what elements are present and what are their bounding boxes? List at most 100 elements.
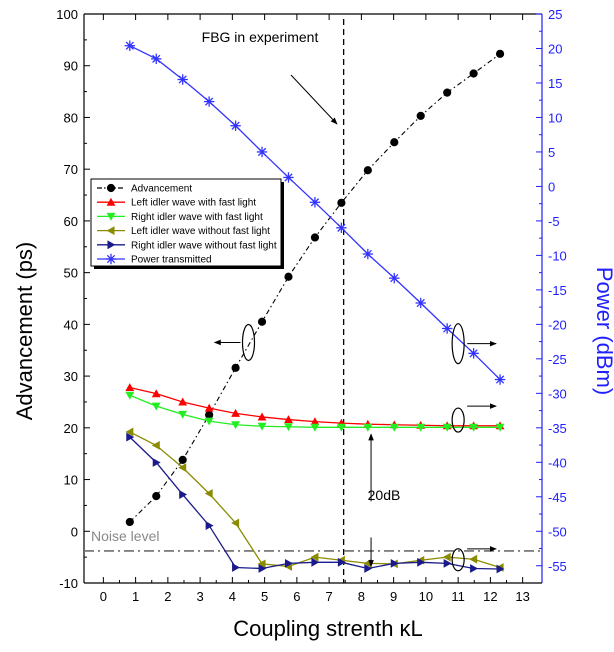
data-point <box>389 272 400 284</box>
x-tick-label: 10 <box>419 589 433 604</box>
legend-label: Left idler wave without fast light <box>131 226 270 237</box>
y-tick-label: 90 <box>64 59 78 74</box>
data-point <box>310 233 320 242</box>
y2-tick-label: -5 <box>548 214 560 229</box>
data-point <box>125 391 135 400</box>
data-point <box>494 374 506 385</box>
y-tick-label: 40 <box>64 317 78 332</box>
y2-tick-label: 10 <box>548 110 562 125</box>
data-point <box>107 240 116 250</box>
x-tick-label: 1 <box>132 589 139 604</box>
data-point <box>257 559 266 569</box>
data-point <box>389 423 399 432</box>
data-point <box>390 138 399 147</box>
star-stroke <box>205 97 214 106</box>
x-tick-label: 7 <box>326 589 333 604</box>
advancement-ellipse <box>241 323 256 362</box>
data-point <box>363 423 373 432</box>
data-point <box>205 521 214 530</box>
data-point <box>495 49 505 58</box>
data-point <box>231 363 240 372</box>
legend-label: Left idler wave with fast light <box>131 198 256 209</box>
data-point <box>284 272 293 281</box>
data-point <box>468 348 479 359</box>
data-point <box>151 389 161 398</box>
data-point <box>443 558 452 568</box>
star-stroke <box>106 254 116 264</box>
legend-box <box>90 178 282 267</box>
y-tick-label: 10 <box>64 473 78 488</box>
star-stroke <box>231 121 240 130</box>
y-tick-label: 100 <box>56 7 78 22</box>
power-ellipse <box>451 323 465 365</box>
y-tick-label: 20 <box>64 421 78 436</box>
data-point <box>284 423 293 432</box>
data-point <box>283 172 294 183</box>
x-axis-title: Coupling strenth κL <box>233 616 423 641</box>
data-point <box>442 423 452 432</box>
legend-label: Right idler wave without fast light <box>131 240 277 251</box>
data-point <box>231 408 240 417</box>
y2-tick-label: -30 <box>548 386 567 401</box>
data-point <box>125 427 134 437</box>
data-point <box>106 197 116 206</box>
data-point <box>106 212 116 221</box>
x-tick-label: 3 <box>196 589 203 604</box>
data-point <box>495 423 505 432</box>
y2-tick-label: 20 <box>548 41 562 56</box>
y2-tick-label: 15 <box>548 76 562 91</box>
data-point <box>336 423 346 432</box>
data-point <box>337 557 346 567</box>
data-point <box>125 517 134 527</box>
data-point <box>106 183 116 193</box>
y2-tick-label: 0 <box>548 179 555 194</box>
y-tick-label: 60 <box>64 214 78 229</box>
y-tick-label: 70 <box>64 162 78 177</box>
data-point <box>230 120 241 131</box>
no-fast-light-ellipse <box>451 548 465 572</box>
fast-light-ellipse <box>451 407 465 433</box>
data-point <box>442 552 451 562</box>
data-point <box>152 458 161 467</box>
x-tick-label: 8 <box>358 589 365 604</box>
y2-axis-title: Power (dBm) <box>592 267 614 395</box>
star-stroke <box>178 75 187 84</box>
x-tick-label: 12 <box>483 589 497 604</box>
data-point <box>470 564 479 573</box>
data-point <box>310 423 320 432</box>
x-tick-label: 0 <box>100 589 107 604</box>
data-point <box>364 564 373 573</box>
x-tick-label: 11 <box>451 589 465 604</box>
y2-tick-label: 25 <box>548 7 562 22</box>
star-stroke <box>125 41 134 50</box>
y-tick-label: 80 <box>64 110 78 125</box>
data-point <box>337 198 346 207</box>
star-stroke <box>152 54 161 63</box>
y2-tick-label: -40 <box>548 455 567 470</box>
noise-level-annotation: Noise level <box>91 528 159 544</box>
y2-tick-label: -55 <box>548 559 567 574</box>
data-point <box>284 415 293 424</box>
series-line <box>129 53 501 523</box>
y2-tick-label: -45 <box>548 490 567 505</box>
data-point <box>257 422 267 431</box>
data-point <box>231 421 240 430</box>
star-stroke <box>495 375 505 384</box>
data-point <box>390 558 399 568</box>
data-point <box>310 417 320 426</box>
x-tick-label: 9 <box>390 589 397 604</box>
data-point <box>151 441 160 450</box>
data-point <box>105 253 117 265</box>
data-point <box>310 552 319 562</box>
data-point <box>178 410 188 419</box>
data-point <box>205 410 214 419</box>
fbg-annotation: FBG in experiment <box>202 29 319 45</box>
data-point <box>203 96 215 107</box>
data-point <box>469 554 478 564</box>
data-point <box>469 423 479 432</box>
data-point <box>257 317 267 326</box>
data-point <box>106 226 115 235</box>
y2-tick-label: 5 <box>548 145 555 160</box>
data-point <box>125 383 135 391</box>
star-stroke <box>284 173 293 182</box>
